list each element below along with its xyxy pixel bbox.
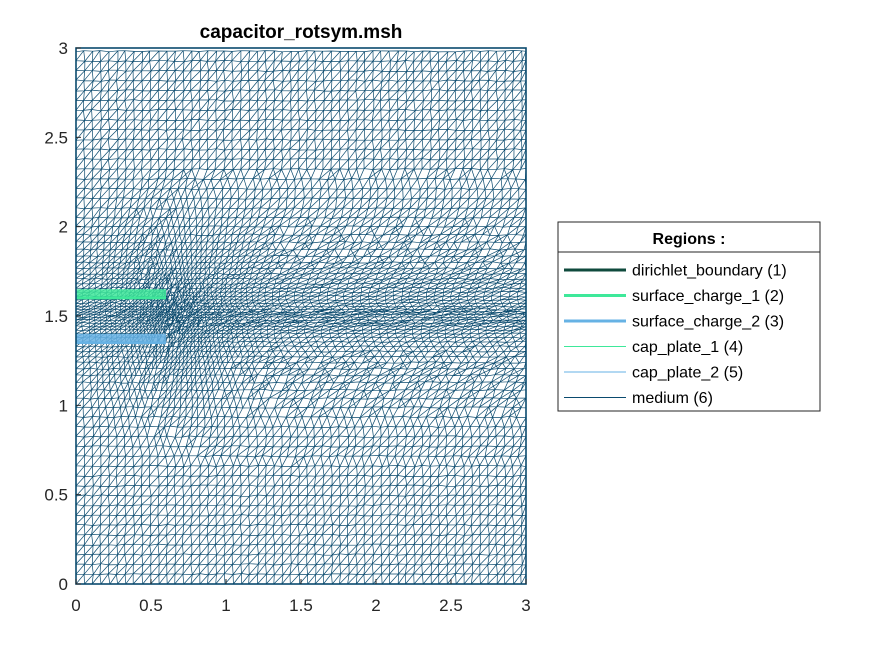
legend-label: surface_charge_2 (3) (632, 314, 784, 331)
x-tick-label: 2.5 (439, 596, 463, 615)
y-axis: 0 0.5 1 1.5 2 2.5 3 (44, 39, 81, 594)
legend-label: cap_plate_2 (5) (632, 365, 743, 382)
legend-label: dirichlet_boundary (1) (632, 263, 787, 280)
x-axis: 0 0.5 1 1.5 2 2.5 3 (71, 579, 531, 615)
legend-title: Regions : (653, 231, 726, 248)
y-tick-label: 0 (59, 575, 68, 594)
y-tick-label: 2 (59, 218, 68, 237)
y-tick-label: 3 (59, 39, 68, 58)
y-tick-label: 1 (59, 396, 68, 415)
legend-label: medium (6) (632, 390, 713, 407)
legend-label: cap_plate_1 (4) (632, 339, 743, 356)
x-tick-label: 3 (521, 596, 530, 615)
y-tick-label: 1.5 (44, 307, 68, 326)
y-tick-label: 0.5 (44, 486, 68, 505)
legend: Regions : dirichlet_boundary (1) surface_… (557, 221, 821, 412)
cap-plate-2 (76, 333, 166, 343)
x-tick-label: 0 (71, 596, 80, 615)
legend-label: surface_charge_1 (2) (632, 288, 784, 305)
y-tick-label: 2.5 (44, 128, 68, 147)
plates-layer (76, 289, 166, 345)
x-tick-label: 0.5 (139, 596, 163, 615)
cap-plate-1 (76, 289, 166, 299)
chart-title: capacitor_rotsym.msh (200, 22, 403, 43)
x-tick-label: 2 (371, 596, 380, 615)
x-tick-label: 1 (221, 596, 230, 615)
x-tick-label: 1.5 (289, 596, 313, 615)
legend-box (557, 221, 821, 412)
legend-entries: dirichlet_boundary (1) surface_charge_1 (… (564, 263, 787, 407)
